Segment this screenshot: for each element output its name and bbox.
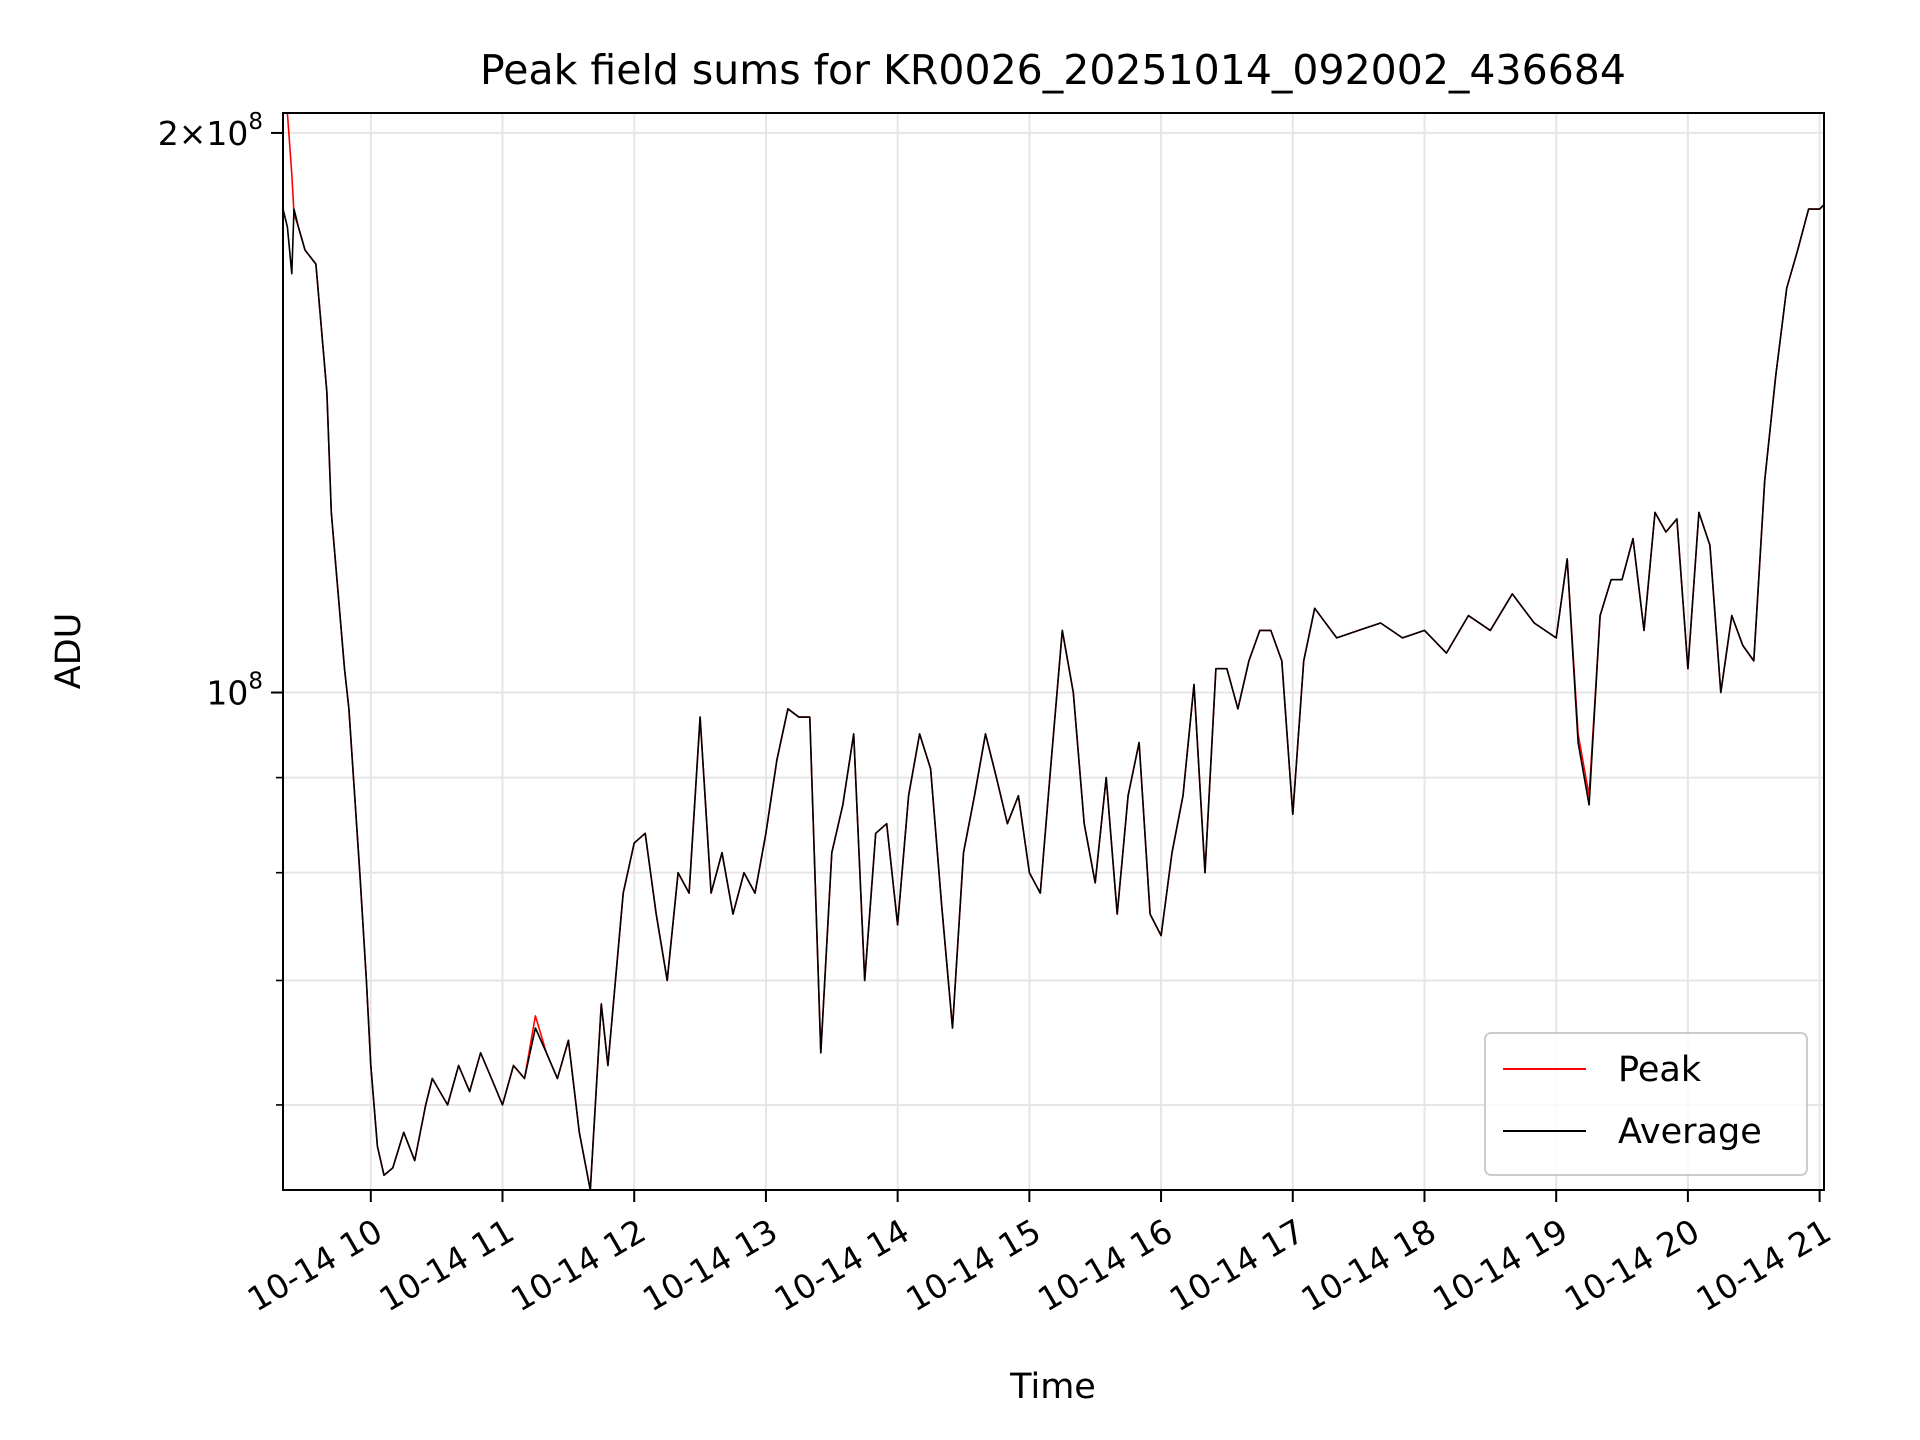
legend: Peak Average [1484, 1032, 1808, 1176]
series-group [283, 113, 1824, 1190]
y-tick-label: 108 [206, 669, 263, 713]
series-line-average [283, 204, 1824, 1190]
grid [283, 113, 1824, 1190]
x-axis-label: Time [1009, 1367, 1096, 1407]
legend-peak-label: Peak [1618, 1050, 1702, 1090]
legend-average-label: Average [1618, 1112, 1762, 1152]
y-tick-label: 2×108 [158, 109, 263, 153]
y-axis: 2×108 108 [158, 109, 283, 1106]
plot-frame [282, 112, 1825, 1191]
chart-title: Peak field sums for KR0026_20251014_0920… [480, 46, 1626, 94]
y-axis-label: ADU [49, 613, 89, 690]
